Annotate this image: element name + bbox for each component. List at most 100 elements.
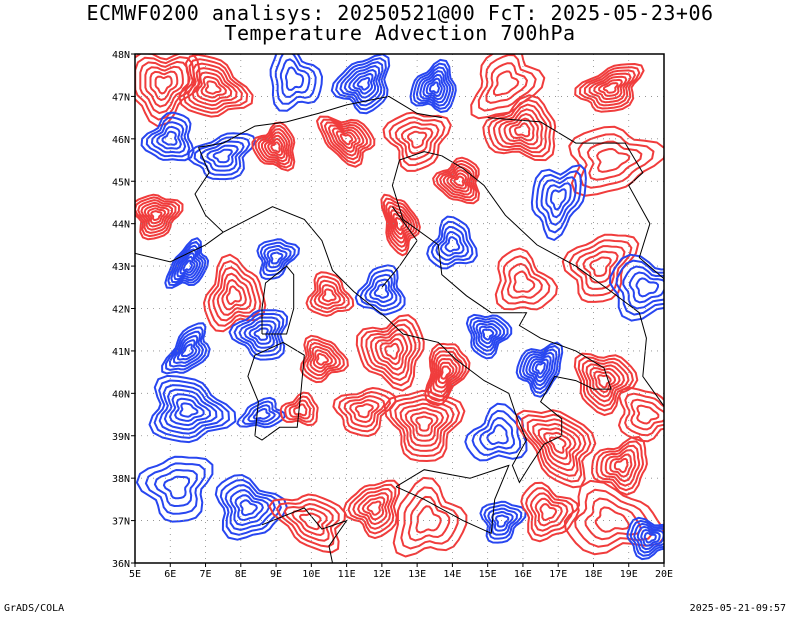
warm-advection-contour — [178, 54, 254, 118]
warm-advection-contour — [394, 398, 455, 452]
cold-advection-contour — [609, 253, 664, 322]
cold-advection-contour — [335, 57, 387, 111]
warm-advection-contour — [400, 125, 434, 155]
warm-advection-contour — [394, 216, 405, 231]
cold-advection-contour — [486, 424, 509, 445]
cold-advection-contour — [169, 393, 211, 427]
lat-tick-label: 39N — [112, 432, 130, 443]
warm-advection-contour — [370, 328, 413, 376]
cold-advection-contour — [525, 351, 555, 387]
cold-advection-contour — [167, 240, 207, 286]
warm-advection-contour — [435, 159, 478, 202]
cold-advection-contour — [481, 328, 495, 341]
lon-tick-label: 16E — [514, 569, 532, 580]
cold-advection-contour — [518, 345, 561, 394]
warm-advection-contour — [583, 69, 636, 107]
cold-advection-contour — [145, 116, 191, 158]
cold-advection-contour — [253, 327, 269, 341]
warm-advection-contour — [426, 346, 468, 402]
warm-advection-contour — [582, 250, 619, 284]
warm-advection-contour — [306, 342, 341, 377]
cold-advection-contour — [163, 388, 218, 431]
warm-advection-contour — [279, 391, 319, 427]
warm-advection-contour — [512, 270, 536, 293]
cold-advection-contour — [158, 384, 224, 435]
lon-tick-label: 13E — [408, 569, 426, 580]
cold-advection-contour — [151, 121, 187, 154]
warm-advection-contour — [500, 255, 551, 305]
lon-tick-label: 7E — [200, 569, 212, 580]
warm-advection-contour — [470, 54, 546, 120]
warm-advection-contour — [366, 500, 382, 516]
warm-advection-contour — [574, 63, 645, 113]
cold-advection-contour — [409, 58, 457, 113]
cold-advection-contour — [426, 215, 478, 270]
cold-advection-contour — [479, 417, 515, 451]
warm-advection-contour — [360, 318, 421, 387]
warm-advection-contour — [323, 121, 368, 161]
warm-advection-contour — [575, 245, 626, 290]
warm-advection-contour — [437, 361, 455, 385]
cold-advection-contour — [259, 241, 296, 276]
warm-advection-contour — [365, 323, 417, 381]
cold-advection-contour — [633, 522, 664, 554]
warm-advection-contour — [589, 367, 621, 398]
warm-advection-contour — [221, 279, 247, 311]
cold-advection-contour — [228, 309, 289, 361]
cold-advection-contour — [248, 323, 273, 345]
cold-advection-contour — [153, 469, 198, 507]
warm-advection-contour — [503, 113, 539, 146]
cold-advection-contour — [179, 255, 196, 275]
cold-advection-contour — [550, 188, 567, 211]
lon-tick-label: 10E — [302, 569, 320, 580]
cold-advection-contour — [247, 404, 276, 423]
warm-advection-contour — [339, 133, 354, 146]
cold-advection-contour — [356, 76, 371, 91]
lon-tick-label: 6E — [164, 569, 176, 580]
warm-advection-contour — [573, 352, 639, 417]
warm-advection-contour — [442, 166, 473, 196]
warm-advection-contour — [316, 352, 329, 366]
warm-advection-contour — [609, 453, 633, 478]
warm-advection-contour — [270, 141, 281, 153]
warm-advection-contour — [515, 409, 597, 489]
warm-advection-contour — [144, 65, 184, 108]
cold-advection-contour — [640, 529, 661, 547]
coastline — [198, 95, 442, 148]
warm-advection-contour — [140, 201, 173, 231]
lon-tick-label: 12E — [373, 569, 391, 580]
cold-advection-contour — [415, 66, 452, 107]
warm-advection-contour — [591, 436, 648, 496]
lon-tick-label: 9E — [270, 569, 282, 580]
warm-advection-contour — [388, 394, 461, 457]
warm-advection-contour — [410, 411, 439, 437]
warm-advection-contour — [630, 398, 664, 431]
warm-advection-contour — [492, 103, 548, 154]
lat-tick-label: 45N — [112, 177, 130, 188]
cold-advection-contour — [540, 176, 577, 226]
warm-advection-contour — [147, 207, 166, 225]
cold-advection-contour — [531, 358, 549, 379]
warm-advection-contour — [618, 386, 664, 443]
warm-advection-contour — [439, 163, 475, 199]
warm-advection-contour — [432, 156, 480, 205]
cold-advection-contour — [212, 148, 233, 164]
warm-advection-contour — [216, 272, 252, 316]
lon-axis: 5E 6E 7E 8E 9E 10E 11E 12E 13E 14E 15E 16E 17E 18E 19E… — [129, 563, 673, 580]
warm-advection-contour — [212, 266, 257, 322]
cold-advection-contour — [238, 316, 281, 353]
warm-advection-contour — [534, 497, 563, 527]
cold-advection-contour — [359, 269, 402, 312]
warm-advection-contour — [207, 260, 262, 327]
warm-advection-contour — [305, 271, 355, 317]
warm-advection-contour — [225, 285, 242, 305]
lon-tick-label: 11E — [338, 569, 356, 580]
warm-advection-contour — [588, 72, 632, 104]
warm-advection-contour — [624, 392, 664, 437]
cold-advection-contour — [626, 516, 664, 561]
cold-advection-contour — [628, 271, 664, 304]
lat-tick-label: 46N — [112, 135, 130, 146]
warm-advection-contour — [526, 418, 587, 477]
warm-advection-contour — [191, 67, 238, 107]
warm-advection-contour — [613, 457, 629, 474]
